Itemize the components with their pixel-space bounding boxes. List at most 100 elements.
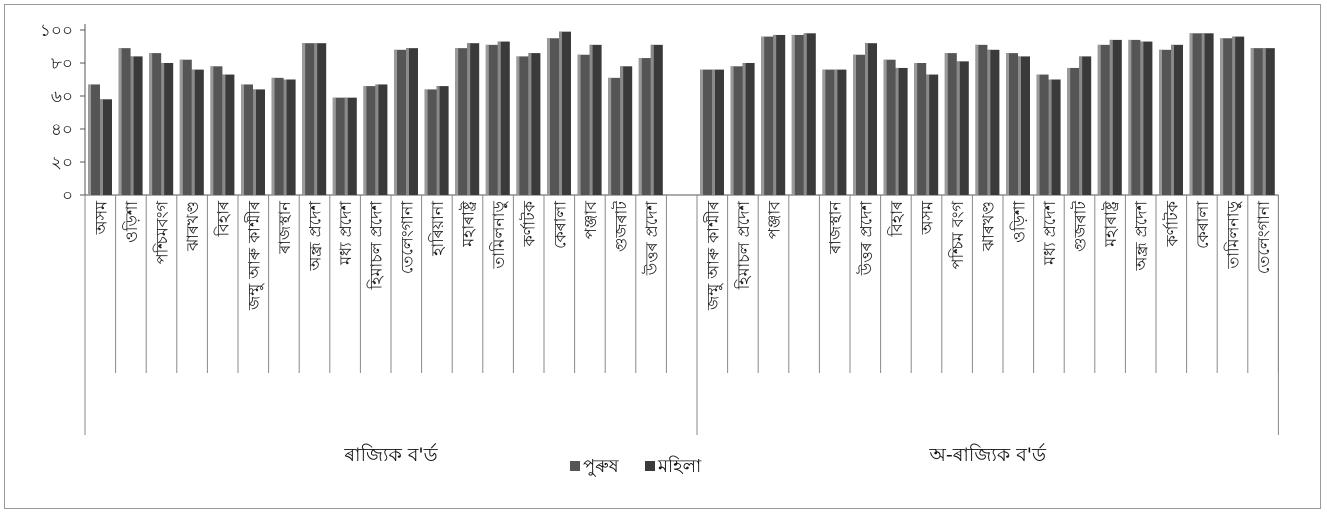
bar-male-highlight xyxy=(1097,44,1101,195)
bar-female-highlight xyxy=(559,31,562,196)
bar-male-highlight xyxy=(1006,53,1009,195)
bar-male-highlight xyxy=(1189,33,1193,195)
category-label: কৰ্ণাটক xyxy=(1162,200,1181,247)
y-tick-label: ৪০ xyxy=(51,120,73,140)
category-label: তামিলনাড়ু xyxy=(1224,200,1243,269)
category-label: কেৰালা xyxy=(1193,201,1212,249)
category-label: পঞ্জাব xyxy=(581,200,600,239)
category-label: ঝাৰখণ্ড xyxy=(979,201,998,252)
category-label: তামিলনাড়ু xyxy=(489,200,508,269)
bar-female-highlight xyxy=(589,44,593,195)
bar-female-highlight xyxy=(191,69,195,195)
y-tick-label: ২০ xyxy=(51,153,73,173)
bar-male-highlight xyxy=(210,66,214,195)
category-label: গুজৰাট xyxy=(612,201,631,252)
bar-female-highlight xyxy=(1171,44,1174,195)
bar-male-highlight xyxy=(271,77,275,195)
y-tick-label: ০ xyxy=(62,186,73,206)
bar-female-highlight xyxy=(222,74,226,195)
bar-female-highlight xyxy=(1079,56,1083,196)
bar-male-highlight xyxy=(730,66,734,195)
bar-male-highlight xyxy=(975,44,979,195)
category-label: পশ্চিমবংগ xyxy=(153,200,172,264)
bar-female-highlight xyxy=(1262,48,1266,196)
category-label: জম্মু আৰু কাশ্মীৰ xyxy=(703,200,723,311)
category-label: হাৰিয়ানা xyxy=(428,201,447,257)
category-label: ৰাজস্থান xyxy=(275,201,294,255)
category-label: পশ্চিম বংগ xyxy=(948,200,967,269)
category-label: বিহাৰ xyxy=(887,200,906,238)
bar-male-highlight xyxy=(608,77,612,195)
legend-label-female: মহিলা xyxy=(657,456,702,477)
category-label: অন্ধ্ৰ প্ৰদেশ xyxy=(1132,200,1151,271)
category-label: মধ্য প্ৰদেশ xyxy=(336,200,355,265)
bar-male-highlight xyxy=(149,53,153,195)
bar-female-highlight xyxy=(803,33,807,195)
category-label: মহাৰাষ্ট্ৰ xyxy=(459,200,478,248)
category-label: অসম xyxy=(918,200,937,235)
bar-male-highlight xyxy=(516,56,520,196)
category-label: অন্ধ্ৰ প্ৰদেশ xyxy=(306,200,325,271)
legend-swatch-female xyxy=(645,461,655,471)
bar-female-highlight xyxy=(773,34,777,196)
bar-male-highlight xyxy=(547,38,550,195)
bar-male-highlight xyxy=(455,48,459,196)
category-label: উত্তৰ প্ৰদেশ xyxy=(642,200,661,276)
bar-male-highlight xyxy=(363,86,367,195)
bar-male-highlight xyxy=(88,84,91,195)
bar-female-highlight xyxy=(987,49,991,195)
category-label: ঝাৰখণ্ড xyxy=(183,201,202,252)
category-label: জম্মু আৰু কাশ্মীৰ xyxy=(244,200,264,311)
chart-frame: ০ ২০ ৪০ ৬০ ৮০ ১০০ অসম ওড়িশা পশ্চিমবংগ ঝাৰখণ্ড বিহ… xyxy=(4,4,1321,509)
bar-male-highlight xyxy=(179,59,183,196)
category-label: হিমাচল প্ৰদেশ xyxy=(367,200,386,290)
bar-male-highlight xyxy=(761,36,765,195)
bar-female-highlight xyxy=(406,48,409,196)
category-label: বিহাৰ xyxy=(214,200,233,238)
bar-male-highlight xyxy=(1220,38,1224,195)
bar-male-highlight xyxy=(394,49,397,195)
bar-female-highlight xyxy=(1232,36,1236,195)
bar-male-highlight xyxy=(577,54,581,195)
bar-female-highlight xyxy=(956,61,960,195)
category-label: ওড়িশা xyxy=(1009,201,1028,243)
bar-female-highlight xyxy=(344,97,348,195)
bar-female-highlight xyxy=(1048,79,1052,195)
bar-female-highlight xyxy=(283,79,287,195)
bar-female-highlight xyxy=(528,53,532,195)
bar-male-highlight xyxy=(791,34,795,196)
bar-male-highlight xyxy=(883,59,887,196)
category-label: ওড়িশা xyxy=(122,201,141,243)
category-label: উত্তৰ প্ৰদেশ xyxy=(856,200,875,276)
bar-male-highlight xyxy=(1128,39,1132,196)
bar-male-highlight xyxy=(332,97,336,195)
bar-female-highlight xyxy=(161,63,165,195)
bar-male-highlight xyxy=(914,63,918,195)
category-label: কেৰালা xyxy=(550,201,569,249)
category-label: হিমাচল প্ৰদেশ xyxy=(734,200,753,290)
bar-male-highlight xyxy=(822,69,826,195)
bar-female-highlight xyxy=(100,99,103,195)
bar-female-highlight xyxy=(926,74,930,195)
bar-male-highlight xyxy=(241,84,244,195)
bar-female-highlight xyxy=(712,69,715,195)
bar-female-highlight xyxy=(467,43,471,196)
bar-male-highlight xyxy=(485,44,489,195)
bar-male-highlight xyxy=(944,53,948,195)
category-label: পঞ্জাব xyxy=(765,200,784,239)
bar-male-highlight xyxy=(1067,67,1071,195)
bar-male-highlight xyxy=(1250,48,1254,196)
bar-female-highlight xyxy=(314,43,318,196)
bar-female-highlight xyxy=(1201,33,1205,195)
category-label: অসম xyxy=(91,200,110,235)
bar-male-highlight xyxy=(1036,74,1040,195)
bar-female-highlight xyxy=(650,44,654,195)
category-label: মধ্য প্ৰদেশ xyxy=(1040,200,1059,265)
y-tick-label: ১০০ xyxy=(40,21,73,41)
bar-female-highlight xyxy=(865,43,868,196)
category-label: মহাৰাষ্ট্ৰ xyxy=(1101,200,1120,248)
bar-chart: ০ ২০ ৪০ ৬০ ৮০ ১০০ অসম ওড়িশা পশ্চিমবংগ ঝাৰখণ্ড বিহ… xyxy=(40,21,1279,477)
bar-female-highlight xyxy=(497,41,501,195)
bar-male-highlight xyxy=(700,69,703,195)
bar-female-highlight xyxy=(834,69,838,195)
